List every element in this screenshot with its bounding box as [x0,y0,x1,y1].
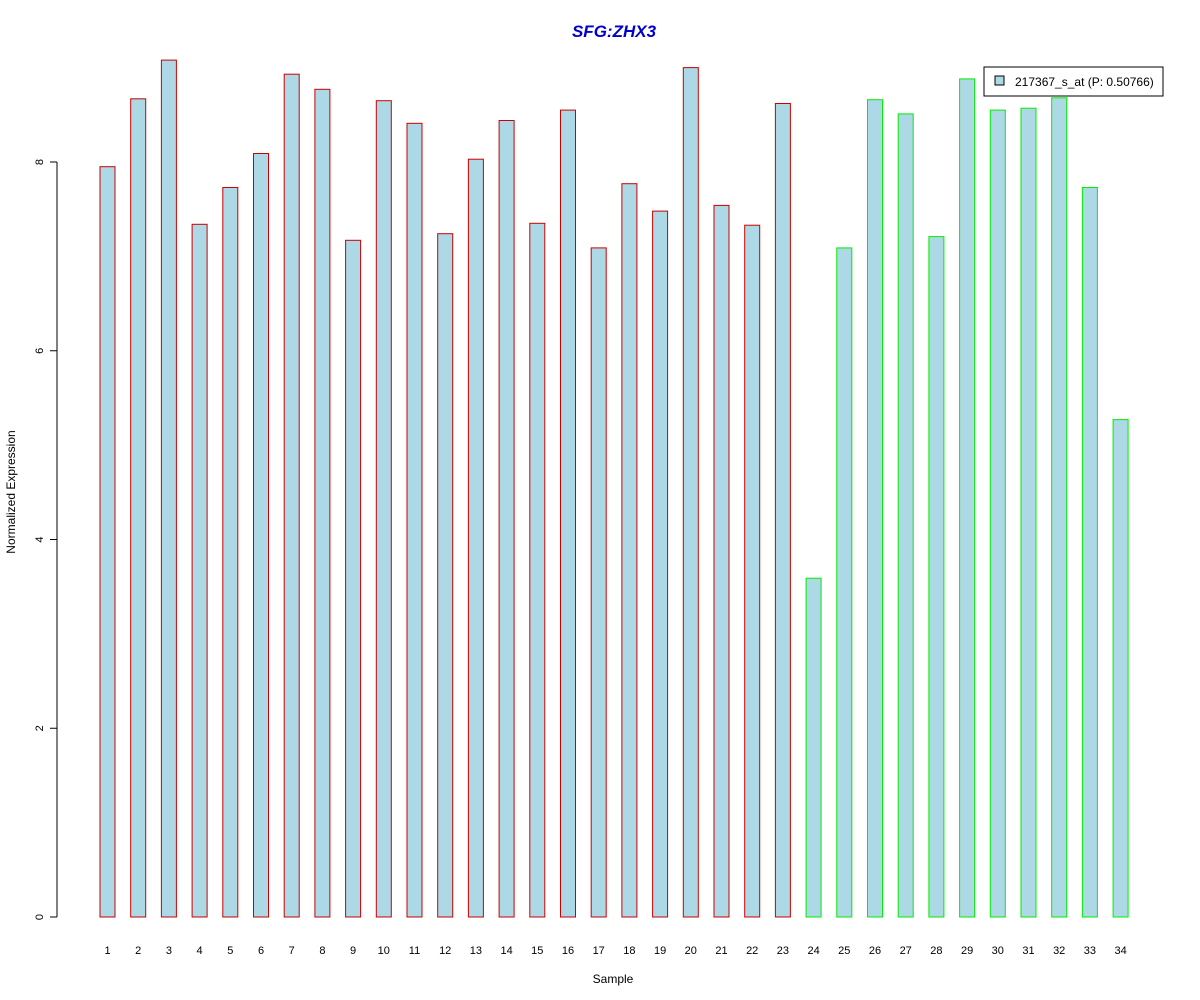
x-tick-label: 33 [1084,945,1096,957]
bar-sample-34 [1112,419,1129,918]
x-tick-label: 29 [961,945,973,957]
chart-title: SFG:ZHX3 [572,22,657,41]
bar-sample-16 [560,109,576,918]
bar-sample-1 [99,166,116,918]
x-tick-label: 13 [470,945,482,957]
x-tick-label: 31 [1022,945,1034,957]
bar-sample-19 [652,210,669,918]
x-tick-label: 3 [166,945,172,957]
y-tick-label: 0 [34,914,46,920]
x-tick-label: 22 [746,945,758,957]
bar-sample-15 [529,222,546,918]
x-tick-label: 34 [1114,945,1126,957]
y-tick-label: 6 [34,348,46,354]
bar-sample-28 [928,236,945,918]
x-tick-label: 10 [378,945,390,957]
x-tick-label: 24 [807,945,819,957]
x-tick-label: 14 [500,945,512,957]
x-tick-label: 12 [439,945,451,957]
bar-sample-5 [222,187,239,918]
bar-sample-33 [1081,187,1098,918]
bar-sample-14 [498,120,515,918]
bar-sample-9 [345,239,362,918]
bar-sample-24 [805,577,822,918]
x-tick-label: 19 [654,945,666,957]
bar-sample-12 [437,233,454,918]
bar-sample-17 [590,247,607,918]
bars-group [99,59,1129,918]
x-tick-label: 15 [531,945,543,957]
x-tick-label: 11 [409,945,420,957]
bar-sample-18 [621,183,638,918]
x-tick-label: 18 [623,945,635,957]
legend-box [983,66,1164,97]
x-tick-label: 25 [838,945,850,957]
bar-sample-11 [406,122,423,918]
bar-sample-7 [283,73,300,918]
bar-sample-29 [959,78,976,918]
legend-swatch [994,75,1005,86]
x-tick-label: 16 [562,945,574,957]
bar-sample-3 [160,59,177,918]
bar-sample-6 [253,153,269,918]
y-axis-title: Normalized Expression [4,430,18,553]
bar-sample-25 [836,247,853,918]
bar-sample-20 [682,67,699,918]
x-tick-label: 27 [900,945,912,957]
bar-sample-13 [467,158,484,918]
x-tick-label: 23 [777,945,789,957]
x-tick-label: 9 [350,945,356,957]
bar-sample-23 [774,103,791,918]
bar-sample-31 [1020,107,1037,918]
bar-sample-8 [314,88,331,918]
y-axis: 0 2 4 6 8 [34,159,58,920]
x-tick-label: 28 [930,945,942,957]
x-tick-label: 8 [319,945,325,957]
bar-sample-32 [1051,97,1068,918]
bar-sample-26 [867,99,883,918]
x-tick-label: 2 [135,945,141,957]
bar-sample-4 [191,223,208,918]
x-tick-label: 4 [197,945,203,957]
x-tick-label: 6 [258,945,264,957]
x-tick-label: 20 [685,945,697,957]
bar-sample-30 [989,109,1006,918]
bar-sample-10 [375,100,392,918]
x-tick-label: 21 [715,945,727,957]
y-tick-label: 2 [34,725,46,731]
x-axis-title: Sample [593,972,634,986]
bar-sample-21 [713,204,730,918]
x-tick-label: 5 [227,945,233,957]
x-tick-label: 26 [869,945,881,957]
legend-label: 217367_s_at (P: 0.50766) [1015,75,1154,89]
x-axis: 1 2 3 4 5 6 7 8 9 10 11 12 13 14 15 16 17 18 19 20 21 22 23 24 2… [104,945,1126,957]
x-tick-label: 7 [289,945,295,957]
bar-sample-2 [130,98,147,918]
x-tick-label: 32 [1053,945,1065,957]
y-tick-label: 8 [34,159,46,165]
x-tick-label: 30 [992,945,1004,957]
legend: 217367_s_at (P: 0.50766) [983,66,1164,97]
bar-sample-22 [744,224,761,918]
y-tick-label: 4 [34,536,46,542]
bar-sample-27 [897,113,914,918]
x-tick-label: 1 [104,945,110,957]
x-tick-label: 17 [593,945,605,957]
